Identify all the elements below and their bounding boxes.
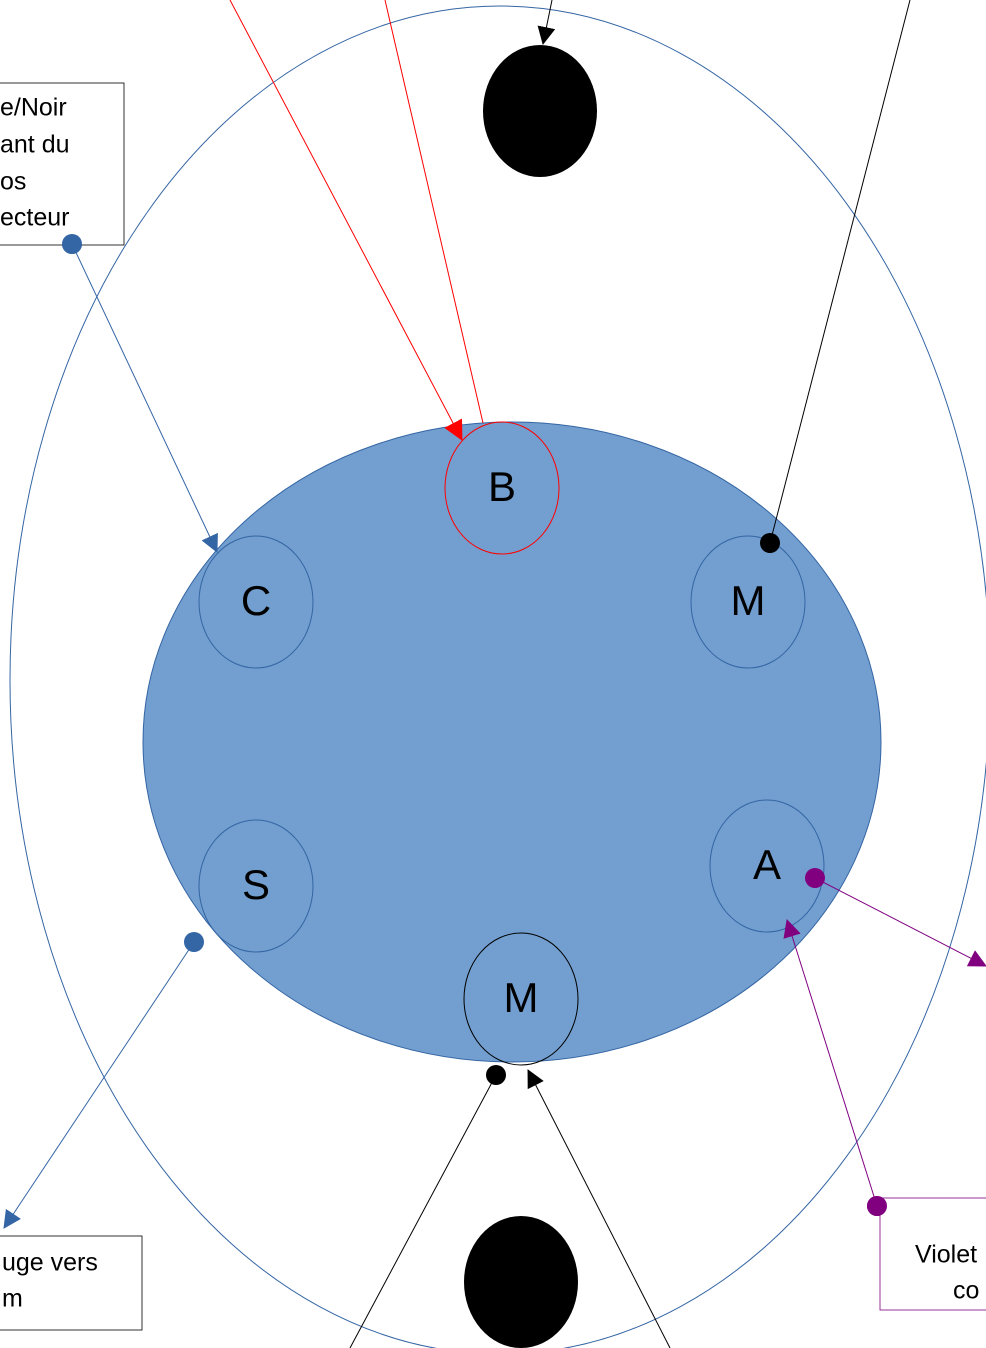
- pin-label: M: [731, 577, 766, 624]
- wire: [3, 941, 195, 1229]
- wire: [71, 243, 218, 553]
- black-disc: [464, 1216, 578, 1348]
- wire-dot: [184, 932, 204, 952]
- note-text: os: [0, 168, 26, 196]
- wire: [537, 0, 556, 45]
- black-disc: [483, 45, 597, 177]
- note-text: Violet: [915, 1241, 977, 1269]
- note-box: [0, 82, 125, 246]
- wire-dot: [62, 234, 82, 254]
- wire: [814, 877, 986, 967]
- pin-ring: [690, 535, 806, 669]
- pin-ring: [709, 799, 825, 933]
- note-box: [0, 1235, 143, 1331]
- wire-dot: [760, 533, 780, 553]
- wire: [349, 1074, 497, 1348]
- pin-ring: [198, 535, 314, 669]
- wire-dot: [867, 1196, 887, 1216]
- connector-body: [142, 421, 882, 1063]
- wire: [384, 0, 484, 424]
- pin-ring: [198, 819, 314, 953]
- wire-dot: [805, 868, 825, 888]
- pin-ring: [444, 421, 560, 555]
- wire: [783, 919, 878, 1207]
- pin-label: A: [753, 841, 781, 888]
- note-text: m: [2, 1285, 23, 1313]
- wire: [229, 0, 463, 441]
- outer-ellipse: [9, 5, 986, 1348]
- pin-label: M: [504, 974, 539, 1021]
- wire-dot: [486, 1065, 506, 1085]
- pin-label: C: [241, 577, 271, 624]
- wire: [527, 1069, 671, 1348]
- note-text: ecteur: [0, 204, 69, 232]
- note-text: co: [953, 1277, 979, 1305]
- wire: [769, 0, 911, 544]
- note-text: e/Noir: [0, 94, 67, 122]
- pin-label: B: [488, 463, 516, 510]
- pin-label: S: [242, 861, 270, 908]
- note-text: ant du: [0, 131, 70, 159]
- note-text: uge vers: [2, 1249, 98, 1277]
- note-box: [879, 1197, 986, 1311]
- pin-ring: [463, 932, 579, 1066]
